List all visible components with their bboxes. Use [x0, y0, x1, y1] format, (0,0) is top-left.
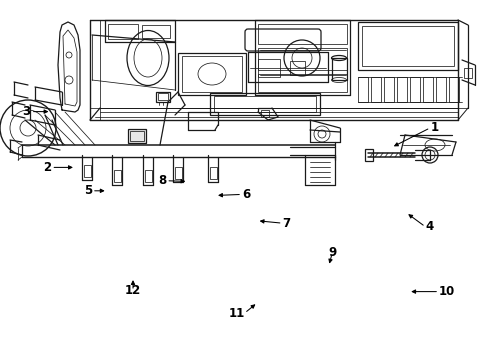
Text: 9: 9: [328, 246, 336, 258]
Bar: [289, 61, 305, 75]
Bar: [128, 129, 146, 143]
Text: 6: 6: [242, 188, 250, 201]
Bar: [158, 93, 168, 100]
Bar: [130, 131, 143, 141]
Bar: [178, 53, 245, 95]
Text: 7: 7: [282, 217, 290, 230]
Text: 5: 5: [83, 184, 92, 197]
Bar: [261, 110, 268, 117]
Bar: [209, 167, 217, 179]
Text: 1: 1: [429, 121, 438, 134]
Bar: [114, 170, 121, 182]
Text: 2: 2: [43, 161, 51, 174]
Bar: [142, 25, 170, 38]
Bar: [258, 59, 280, 77]
Bar: [108, 24, 138, 39]
Bar: [361, 26, 453, 66]
Bar: [84, 165, 91, 177]
Bar: [258, 74, 346, 92]
Bar: [370, 77, 380, 102]
Text: 8: 8: [158, 174, 166, 187]
Text: 12: 12: [124, 284, 141, 297]
Bar: [258, 48, 346, 70]
Bar: [209, 93, 319, 115]
Bar: [214, 96, 315, 112]
Bar: [357, 77, 367, 102]
Text: 4: 4: [425, 220, 433, 233]
Bar: [357, 22, 457, 70]
Bar: [422, 77, 432, 102]
Bar: [409, 77, 419, 102]
Bar: [364, 149, 372, 161]
Bar: [463, 68, 471, 78]
Bar: [448, 77, 458, 102]
Text: 11: 11: [228, 307, 244, 320]
Bar: [182, 56, 242, 92]
Bar: [383, 77, 393, 102]
Bar: [156, 92, 170, 102]
Bar: [435, 77, 445, 102]
Bar: [258, 24, 346, 44]
Bar: [145, 170, 152, 182]
Text: 3: 3: [22, 105, 31, 118]
Bar: [396, 77, 406, 102]
Bar: [331, 58, 346, 80]
Text: 10: 10: [438, 285, 454, 298]
Bar: [175, 167, 182, 179]
